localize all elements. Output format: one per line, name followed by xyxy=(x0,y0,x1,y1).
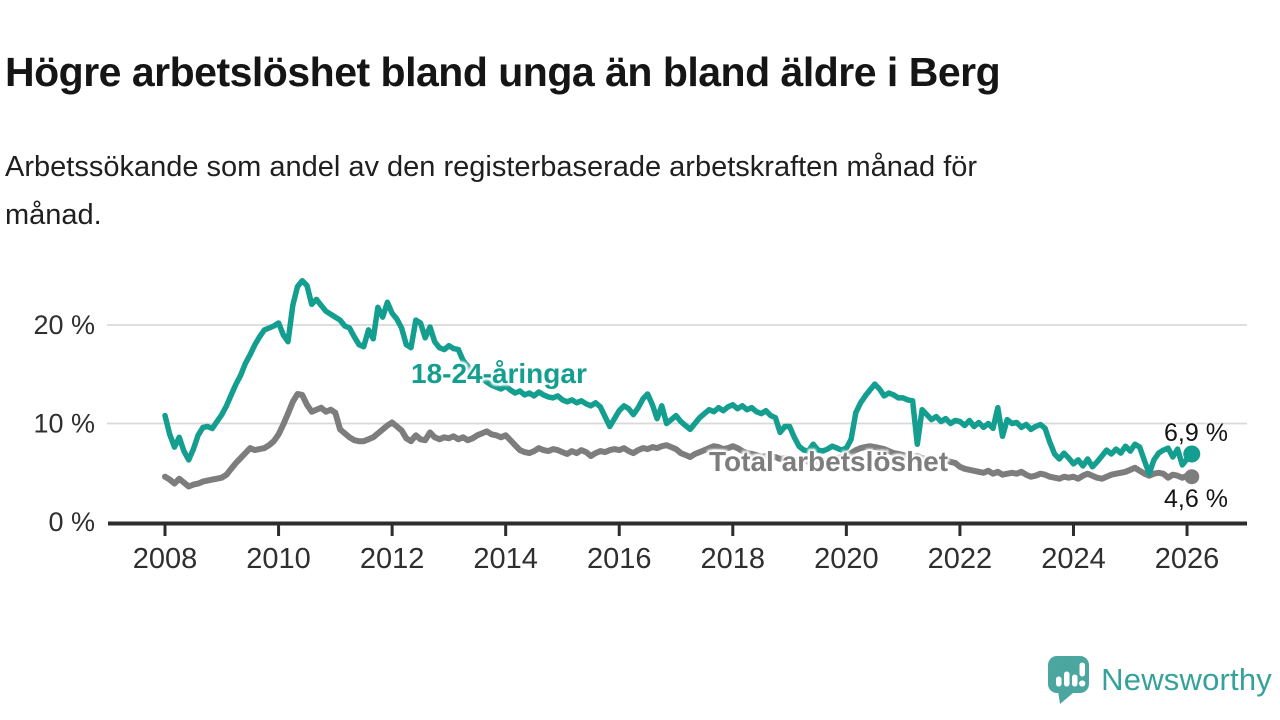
x-tick-label: 2016 xyxy=(587,543,652,575)
newsworthy-bubble-chart-icon xyxy=(1048,656,1090,704)
series-line-total xyxy=(162,391,1195,490)
y-tick-label: 20 % xyxy=(33,310,95,340)
series-label-total: Total arbetslöshet xyxy=(709,446,949,477)
page-title: Högre arbetslöshet bland unga än bland ä… xyxy=(5,49,1001,96)
x-tick-label: 2024 xyxy=(1041,543,1106,575)
end-value-label-total: 4,6 % xyxy=(1164,485,1228,513)
y-tick-label: 0 % xyxy=(48,507,95,537)
x-tick-label: 2026 xyxy=(1155,543,1220,575)
newsworthy-wordmark: Newsworthy xyxy=(1101,661,1272,697)
x-tick-label: 2010 xyxy=(246,543,311,575)
series-end-dot-18-24 xyxy=(1183,445,1201,463)
x-tick-label: 2022 xyxy=(928,543,993,575)
newsworthy-logo: Newsworthy xyxy=(1046,655,1272,704)
series-end-dot-total xyxy=(1184,469,1200,485)
series-line-18-24 xyxy=(162,277,1195,477)
x-tick-label: 2012 xyxy=(360,543,425,575)
end-value-label-18-24: 6,9 % xyxy=(1164,419,1228,447)
x-tick-label: 2018 xyxy=(701,543,766,575)
series-label-18-24: 18-24-åringar xyxy=(411,358,587,389)
x-tick-label: 2014 xyxy=(473,543,538,575)
y-tick-label: 10 % xyxy=(33,409,95,439)
x-tick-label: 2020 xyxy=(814,543,879,575)
chart-subtitle: Arbetssökande som andel av den registerb… xyxy=(5,151,978,231)
x-tick-label: 2008 xyxy=(133,543,198,575)
